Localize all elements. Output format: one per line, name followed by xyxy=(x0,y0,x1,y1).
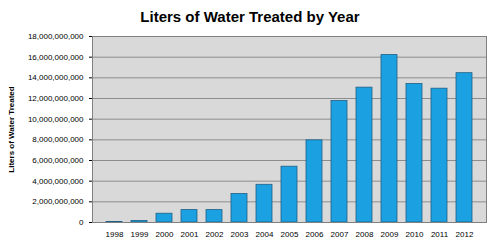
svg-text:2012: 2012 xyxy=(456,230,474,239)
svg-text:2008: 2008 xyxy=(356,230,374,239)
svg-text:2000: 2000 xyxy=(156,230,174,239)
svg-text:10,000,000,000: 10,000,000,000 xyxy=(28,115,84,124)
svg-text:2004: 2004 xyxy=(256,230,274,239)
svg-text:2006: 2006 xyxy=(306,230,324,239)
svg-text:4,000,000,000: 4,000,000,000 xyxy=(32,177,84,186)
svg-text:2007: 2007 xyxy=(331,230,349,239)
svg-text:2005: 2005 xyxy=(281,230,299,239)
svg-text:12,000,000,000: 12,000,000,000 xyxy=(28,94,84,103)
svg-text:2009: 2009 xyxy=(381,230,399,239)
html-text:Liters of Water Treated by Yea: Liters of Water Treated by Year xyxy=(140,8,360,25)
svg-text:8,000,000,000: 8,000,000,000 xyxy=(32,135,84,144)
svg-text:14,000,000,000: 14,000,000,000 xyxy=(28,73,84,82)
svg-text:18,000,000,000: 18,000,000,000 xyxy=(28,32,84,41)
svg-text:2011: 2011 xyxy=(431,230,449,239)
svg-text:0: 0 xyxy=(79,218,84,227)
svg-text:16,000,000,000: 16,000,000,000 xyxy=(28,53,84,62)
svg-text:2001: 2001 xyxy=(181,230,199,239)
svg-text:6,000,000,000: 6,000,000,000 xyxy=(32,156,84,165)
svg-text:2,000,000,000: 2,000,000,000 xyxy=(32,197,84,206)
svg-text:2002: 2002 xyxy=(206,230,224,239)
svg-text:1999: 1999 xyxy=(131,230,149,239)
svg-text:Liters of Water Treated: Liters of Water Treated xyxy=(7,86,16,173)
svg-text:2010: 2010 xyxy=(406,230,424,239)
svg-text:2003: 2003 xyxy=(231,230,249,239)
svg-text:1998: 1998 xyxy=(106,230,124,239)
